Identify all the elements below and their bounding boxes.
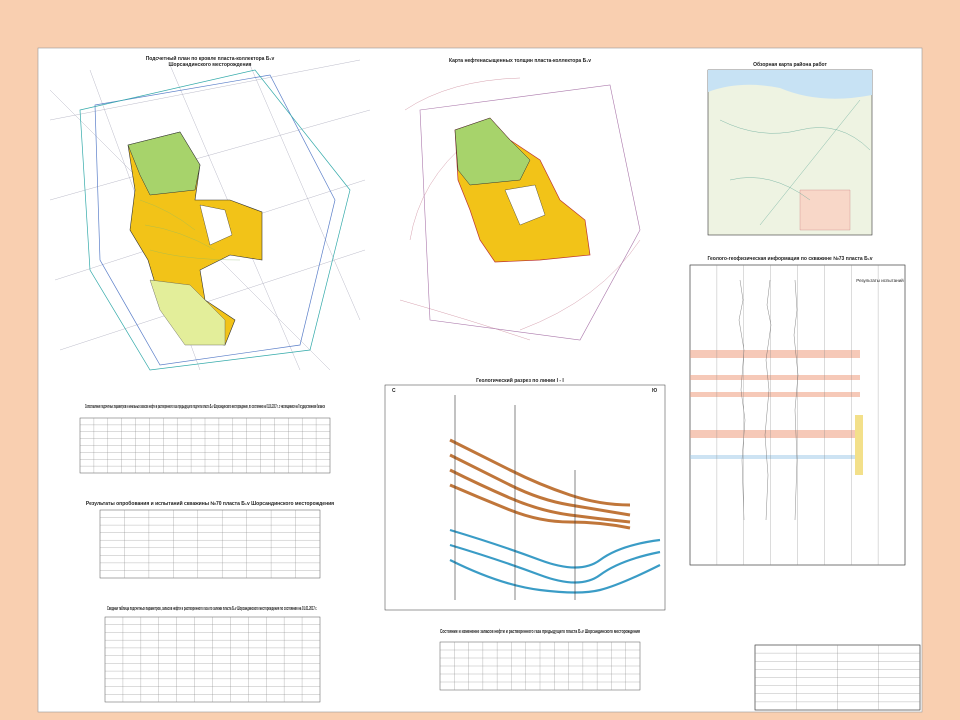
table <box>99 509 321 579</box>
plan-map: Подсчетный план по кровле пласта-коллект… <box>49 55 371 371</box>
map-title: Обзорная карта района работ <box>753 61 827 68</box>
section-title: Геологический разрез по линии I - I <box>476 377 564 384</box>
map-title: Подсчетный план по кровле пласта-коллект… <box>146 55 275 62</box>
table-grids <box>79 264 921 711</box>
direction-label: Ю <box>652 388 657 394</box>
well-log: Геолого-геофизическая информация по сква… <box>689 255 906 566</box>
overview-map: Обзорная карта района работ <box>707 61 873 236</box>
cross-section: Геологический разрез по линии I - I С Ю <box>384 377 666 611</box>
map-subtitle: Шорсандинского месторождения <box>169 62 252 68</box>
table-title: Состояние и изменение запасов нефти и ра… <box>440 628 640 635</box>
thickness-map: Карта нефтенасыщенных толщин пласта-колл… <box>399 57 641 341</box>
direction-label: С <box>392 388 396 394</box>
table-title: Результаты опробования и испытаний скваж… <box>86 500 334 507</box>
column-header: Результаты испытаний <box>856 277 904 283</box>
log-title: Геолого-геофизическая информация по сква… <box>707 255 872 262</box>
map-title: Карта нефтенасыщенных толщин пласта-колл… <box>449 57 591 64</box>
table-title: Сводная таблица подсчетных параметров, з… <box>107 605 317 612</box>
table-title: Сопоставление подсчетных параметров и на… <box>85 403 325 410</box>
